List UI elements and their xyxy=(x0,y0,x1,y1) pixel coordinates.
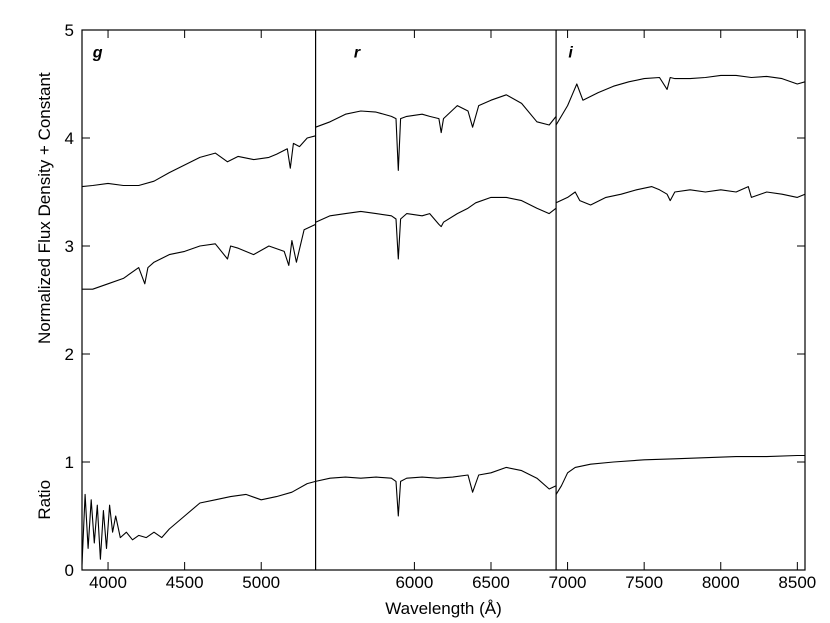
y-tick-label: 4 xyxy=(65,129,74,148)
y-tick-label: 0 xyxy=(65,561,74,580)
x-axis-label: Wavelength (Å) xyxy=(385,599,502,618)
plot-frame xyxy=(81,29,806,571)
spectrum-line xyxy=(555,186,806,206)
x-axis: 4000 4500 5000 6000 6500 7000 7500 8000 8500 xyxy=(89,30,816,592)
x-tick-label: 5000 xyxy=(242,573,280,592)
x-tick-label: 6000 xyxy=(395,573,433,592)
series-group xyxy=(81,74,806,565)
spectrum-line xyxy=(315,94,557,171)
plot-area: 4000 4500 5000 6000 6500 7000 7500 8000 8500 0 1 2… xyxy=(65,21,817,592)
panel-label: r xyxy=(354,45,361,62)
y-tick-label: 2 xyxy=(65,345,74,364)
x-tick-label: 7500 xyxy=(625,573,663,592)
x-tick-label: 4500 xyxy=(166,573,204,592)
spectrum-line xyxy=(555,454,805,495)
x-tick-label: 7000 xyxy=(549,573,587,592)
spectrum-line xyxy=(315,466,557,517)
panel-label: g xyxy=(92,45,103,62)
x-tick-label: 6500 xyxy=(472,573,510,592)
panel-label: i xyxy=(568,45,573,62)
y-tick-label: 5 xyxy=(65,21,74,40)
x-tick-label: 8500 xyxy=(778,573,816,592)
spectrum-line xyxy=(555,74,806,126)
ratio-axis-label: Ratio xyxy=(35,480,54,520)
y-axis: 0 1 2 3 4 5 xyxy=(65,21,805,580)
spectrum-line xyxy=(81,135,316,188)
y-axis-label: Normalized Flux Density + Constant xyxy=(35,72,54,344)
spectrum-line xyxy=(315,196,557,260)
y-tick-label: 1 xyxy=(65,453,74,472)
spectrum-line xyxy=(82,223,316,290)
panel-dividers xyxy=(314,30,557,570)
y-tick-label: 3 xyxy=(65,237,74,256)
x-tick-label: 4000 xyxy=(89,573,127,592)
spectrum-line xyxy=(81,480,316,565)
x-tick-label: 8000 xyxy=(702,573,740,592)
